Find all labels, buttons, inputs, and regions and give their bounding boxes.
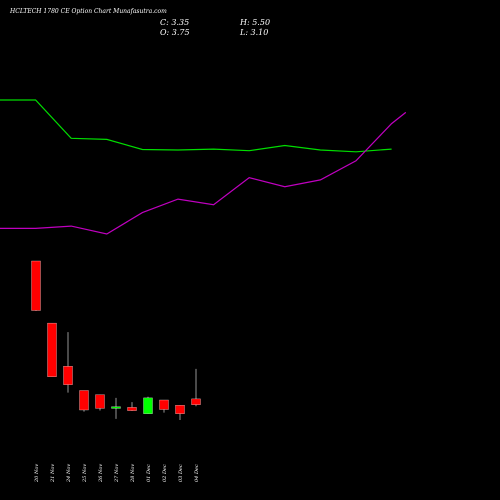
candle — [79, 390, 89, 412]
candle — [111, 397, 121, 419]
candle — [63, 332, 73, 393]
x-tick-label: 04 Dec — [194, 464, 200, 482]
candle-body — [191, 398, 201, 405]
x-tick-label: 27 Nov — [114, 464, 120, 483]
candle — [159, 399, 169, 413]
open-readout: O: 3.75 — [160, 28, 190, 37]
candle — [95, 394, 105, 411]
candle — [143, 396, 153, 414]
x-tick-label: 24 Nov — [66, 464, 72, 483]
candle-body — [47, 322, 57, 377]
x-tick-label: 28 Nov — [130, 464, 136, 483]
candle — [127, 402, 137, 411]
x-tick-label: 02 Dec — [162, 464, 168, 482]
candle — [175, 405, 185, 420]
candle-body — [79, 390, 89, 411]
indicator-line-2 — [0, 111, 407, 235]
x-tick-label: 20 Nov — [34, 464, 40, 483]
candle — [31, 260, 41, 311]
candle-body — [175, 405, 185, 414]
candle-body — [63, 366, 73, 385]
candle-body — [111, 406, 121, 409]
candle-body — [127, 407, 137, 411]
candle-body — [95, 394, 105, 409]
candles — [31, 260, 201, 420]
x-axis-ticks: 20 Nov 21 Nov 24 Nov 25 Nov 26 Nov 27 Nov 28 N… — [34, 464, 200, 483]
high-readout: H: 5.50 — [240, 18, 271, 27]
chart-title: HCLTECH 1780 CE Option Chart Munafasutra… — [10, 8, 167, 15]
indicator-lines — [0, 99, 407, 235]
x-tick-label: 25 Nov — [82, 464, 88, 483]
x-tick-label: 01 Dec — [146, 464, 152, 482]
candle — [47, 322, 57, 377]
candle-body — [31, 260, 41, 311]
x-tick-label: 03 Dec — [178, 464, 184, 482]
close-readout: C: 3.35 — [160, 18, 190, 27]
low-readout: L: 3.10 — [240, 28, 269, 37]
candle-body — [143, 397, 153, 414]
x-tick-label: 26 Nov — [98, 464, 104, 483]
x-tick-label: 21 Nov — [50, 464, 56, 483]
candle-body — [159, 399, 169, 410]
candle — [191, 368, 201, 407]
indicator-line-1 — [0, 99, 392, 153]
